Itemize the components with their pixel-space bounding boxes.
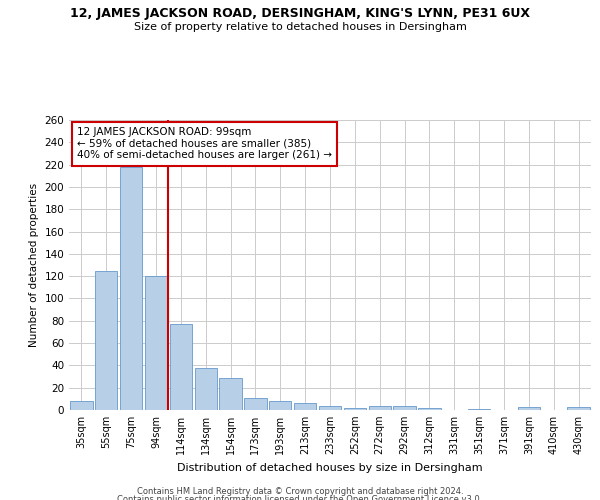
Bar [568,406,590,410]
Bar [194,368,217,410]
Bar [418,408,440,410]
Bar [220,378,242,410]
Bar [170,324,192,410]
Bar [120,167,142,410]
Bar [294,404,316,410]
Bar [145,276,167,410]
Bar [319,406,341,410]
Text: 12, JAMES JACKSON ROAD, DERSINGHAM, KING'S LYNN, PE31 6UX: 12, JAMES JACKSON ROAD, DERSINGHAM, KING… [70,8,530,20]
Bar [269,401,292,410]
Bar [70,401,92,410]
Bar [244,398,266,410]
Text: Contains public sector information licensed under the Open Government Licence v3: Contains public sector information licen… [118,495,482,500]
Bar [468,409,490,410]
Text: Contains HM Land Registry data © Crown copyright and database right 2024.: Contains HM Land Registry data © Crown c… [137,488,463,496]
Bar [394,406,416,410]
Bar [344,408,366,410]
Text: Size of property relative to detached houses in Dersingham: Size of property relative to detached ho… [134,22,466,32]
Bar [518,406,540,410]
Text: 12 JAMES JACKSON ROAD: 99sqm
← 59% of detached houses are smaller (385)
40% of s: 12 JAMES JACKSON ROAD: 99sqm ← 59% of de… [77,127,332,160]
Bar [368,406,391,410]
Bar [95,270,118,410]
Y-axis label: Number of detached properties: Number of detached properties [29,183,39,347]
X-axis label: Distribution of detached houses by size in Dersingham: Distribution of detached houses by size … [177,462,483,472]
